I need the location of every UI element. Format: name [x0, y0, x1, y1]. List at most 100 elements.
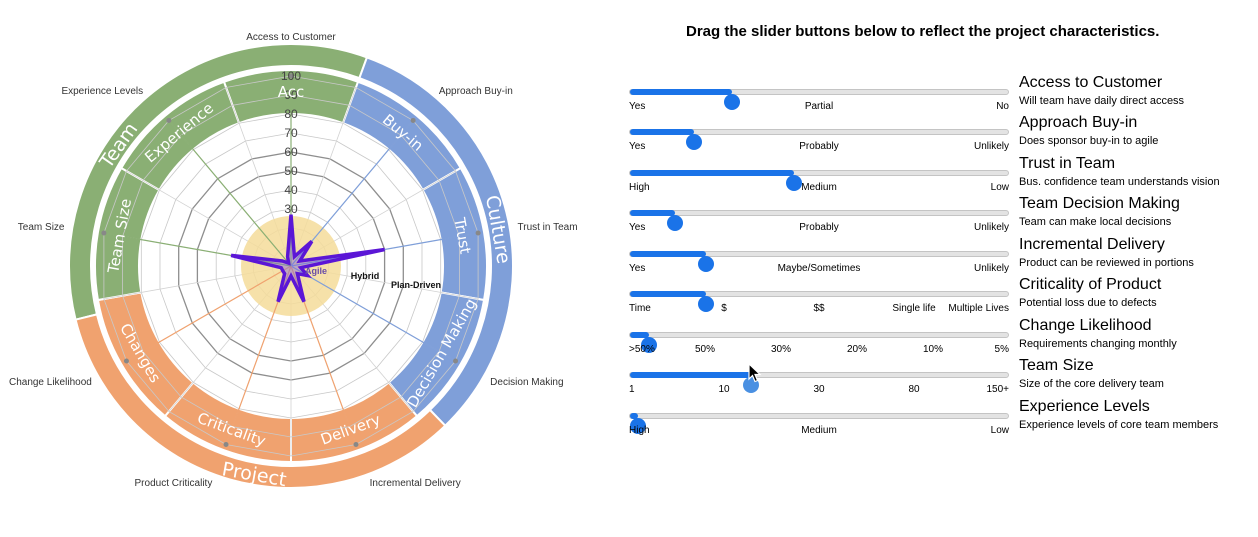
slider-row: High Medium Low Experience Levels Experience… — [626, 398, 1246, 444]
slider-track[interactable] — [629, 372, 1009, 393]
slider-track[interactable] — [629, 251, 1009, 272]
slider-thumb[interactable] — [786, 175, 803, 191]
slider-thumb[interactable] — [640, 337, 657, 353]
segment-label: Acc — [278, 83, 305, 101]
zone-label-hybrid: Hybrid — [351, 271, 380, 281]
slider-row: Yes Probably Unlikely Team Decision Making T… — [626, 195, 1246, 241]
axis-line — [290, 265, 456, 362]
slider-thumb[interactable] — [697, 296, 714, 312]
slider-title: Trust in Team — [1019, 155, 1116, 172]
axis-marker — [453, 358, 459, 364]
slider-tick-labels: Time $ $$ Single life Multiple Lives — [629, 303, 1009, 315]
slider-fill — [630, 210, 676, 216]
slider-thumb[interactable] — [697, 256, 714, 272]
axis-marker — [101, 230, 107, 236]
slider-tick-label: 30 — [813, 384, 825, 395]
axis-label: Product Criticality — [135, 478, 213, 489]
slider-title: Experience Levels — [1019, 398, 1150, 415]
slider-tick-label: 80 — [908, 384, 920, 395]
slider-track[interactable] — [629, 291, 1009, 312]
axis-label: Team Size — [18, 222, 65, 233]
axis-marker — [166, 117, 172, 123]
group-label: Project — [220, 458, 288, 491]
slider-tick-label: 10% — [922, 344, 944, 355]
slider-description: Size of the core delivery team — [1019, 378, 1164, 390]
radar-chart-svg: Access to Customer Approach Buy-in Trust i… — [9, 32, 578, 491]
slider-tick-label: Yes — [629, 222, 646, 233]
slider-track[interactable] — [629, 413, 1009, 434]
slider-tick-labels: Yes Probably Unlikely — [629, 141, 1009, 153]
slider-track[interactable] — [629, 129, 1009, 150]
slider-row: Yes Maybe/Sometimes Unlikely Incremental De… — [626, 236, 1246, 282]
slider-tick-label: Yes — [629, 141, 646, 152]
slider-tick-labels: Yes Probably Unlikely — [629, 222, 1009, 234]
slider-fill — [630, 89, 733, 95]
slider-description: Bus. confidence team understands vision — [1019, 176, 1220, 188]
slider-title: Incremental Delivery — [1019, 236, 1165, 253]
axis-marker — [410, 117, 416, 123]
slider-description: Will team have daily direct access — [1019, 95, 1185, 107]
slider-tick-label: Yes — [629, 101, 646, 112]
slider-tick-label: Unlikely — [973, 263, 1009, 274]
slider-fill — [630, 170, 795, 176]
axis-marker — [475, 230, 481, 236]
slider-thumb[interactable] — [667, 215, 684, 231]
axis-line — [126, 265, 292, 362]
slider-title: Change Likelihood — [1019, 317, 1152, 334]
slider-tick-label: Single life — [892, 303, 936, 314]
zone-label-agile: Agile — [305, 266, 327, 276]
slider-tick-label: Unlikely — [973, 222, 1009, 233]
scale-label: 50 — [284, 164, 298, 178]
slider-description: Does sponsor buy-in to agile — [1019, 135, 1159, 147]
slider-thumb[interactable] — [686, 134, 703, 150]
slider-title: Criticality of Product — [1019, 276, 1162, 293]
slider-row: 1 10 30 80 150+ Team Size Size of the core del… — [626, 357, 1246, 403]
slider-tick-label: 150+ — [986, 384, 1009, 395]
instruction-heading: Drag the slider buttons below to reflect… — [686, 23, 1160, 40]
slider-tick-label: 50% — [694, 344, 716, 355]
slider-tick-label: Yes — [629, 263, 646, 274]
slider-tick-label: >50% — [629, 344, 655, 355]
slider-fill — [630, 251, 706, 257]
axis-line — [103, 232, 292, 267]
slider-description: Experience levels of core team members — [1019, 419, 1219, 431]
slider-fill — [630, 413, 638, 419]
slider-tick-label: Partial — [804, 101, 834, 112]
slider-fill — [630, 332, 649, 338]
slider-description: Requirements changing monthly — [1019, 338, 1177, 350]
slider-tick-label: 5% — [994, 344, 1009, 355]
slider-tick-label: Medium — [801, 182, 837, 193]
slider-tick-label: 30% — [770, 344, 792, 355]
slider-track[interactable] — [629, 210, 1009, 231]
axis-label: Experience Levels — [61, 86, 143, 97]
slider-track[interactable] — [629, 89, 1009, 110]
mouse-cursor-icon — [748, 363, 762, 383]
slider-tick-labels: Yes Partial No — [629, 101, 1009, 113]
slider-tick-label: 1 — [629, 384, 635, 395]
slider-row: Time $ $$ Single life Multiple Lives Critical… — [626, 276, 1246, 322]
slider-tick-labels: Yes Maybe/Sometimes Unlikely — [629, 263, 1009, 275]
slider-thumb[interactable] — [724, 94, 741, 110]
slider-track[interactable] — [629, 170, 1009, 191]
axis-label: Approach Buy-in — [439, 86, 513, 97]
slider-thumb[interactable] — [629, 418, 646, 434]
slider-tick-labels: High Medium Low — [629, 182, 1009, 194]
slider-tick-labels: High Medium Low — [629, 425, 1009, 437]
slider-tick-label: Medium — [801, 425, 837, 436]
axis-marker — [353, 442, 359, 448]
project-profile-shape — [230, 214, 385, 303]
slider-tick-label: $$ — [813, 303, 825, 314]
slider-fill — [630, 372, 751, 378]
slider-track[interactable] — [629, 332, 1009, 353]
slider-tick-label: Low — [990, 182, 1009, 193]
axis-label: Access to Customer — [246, 32, 336, 43]
axis-line — [168, 120, 292, 267]
slider-tick-labels: >50% 50% 30% 20% 10% 5% — [629, 344, 1009, 356]
slider-tick-label: Maybe/Sometimes — [777, 263, 861, 274]
slider-title: Team Size — [1019, 357, 1094, 374]
scale-label: 30 — [284, 202, 298, 216]
slider-tick-label: High — [629, 425, 650, 436]
scale-label: 60 — [284, 145, 298, 159]
scale-label: 90 — [284, 88, 298, 102]
slider-tick-label: Time — [629, 303, 651, 314]
